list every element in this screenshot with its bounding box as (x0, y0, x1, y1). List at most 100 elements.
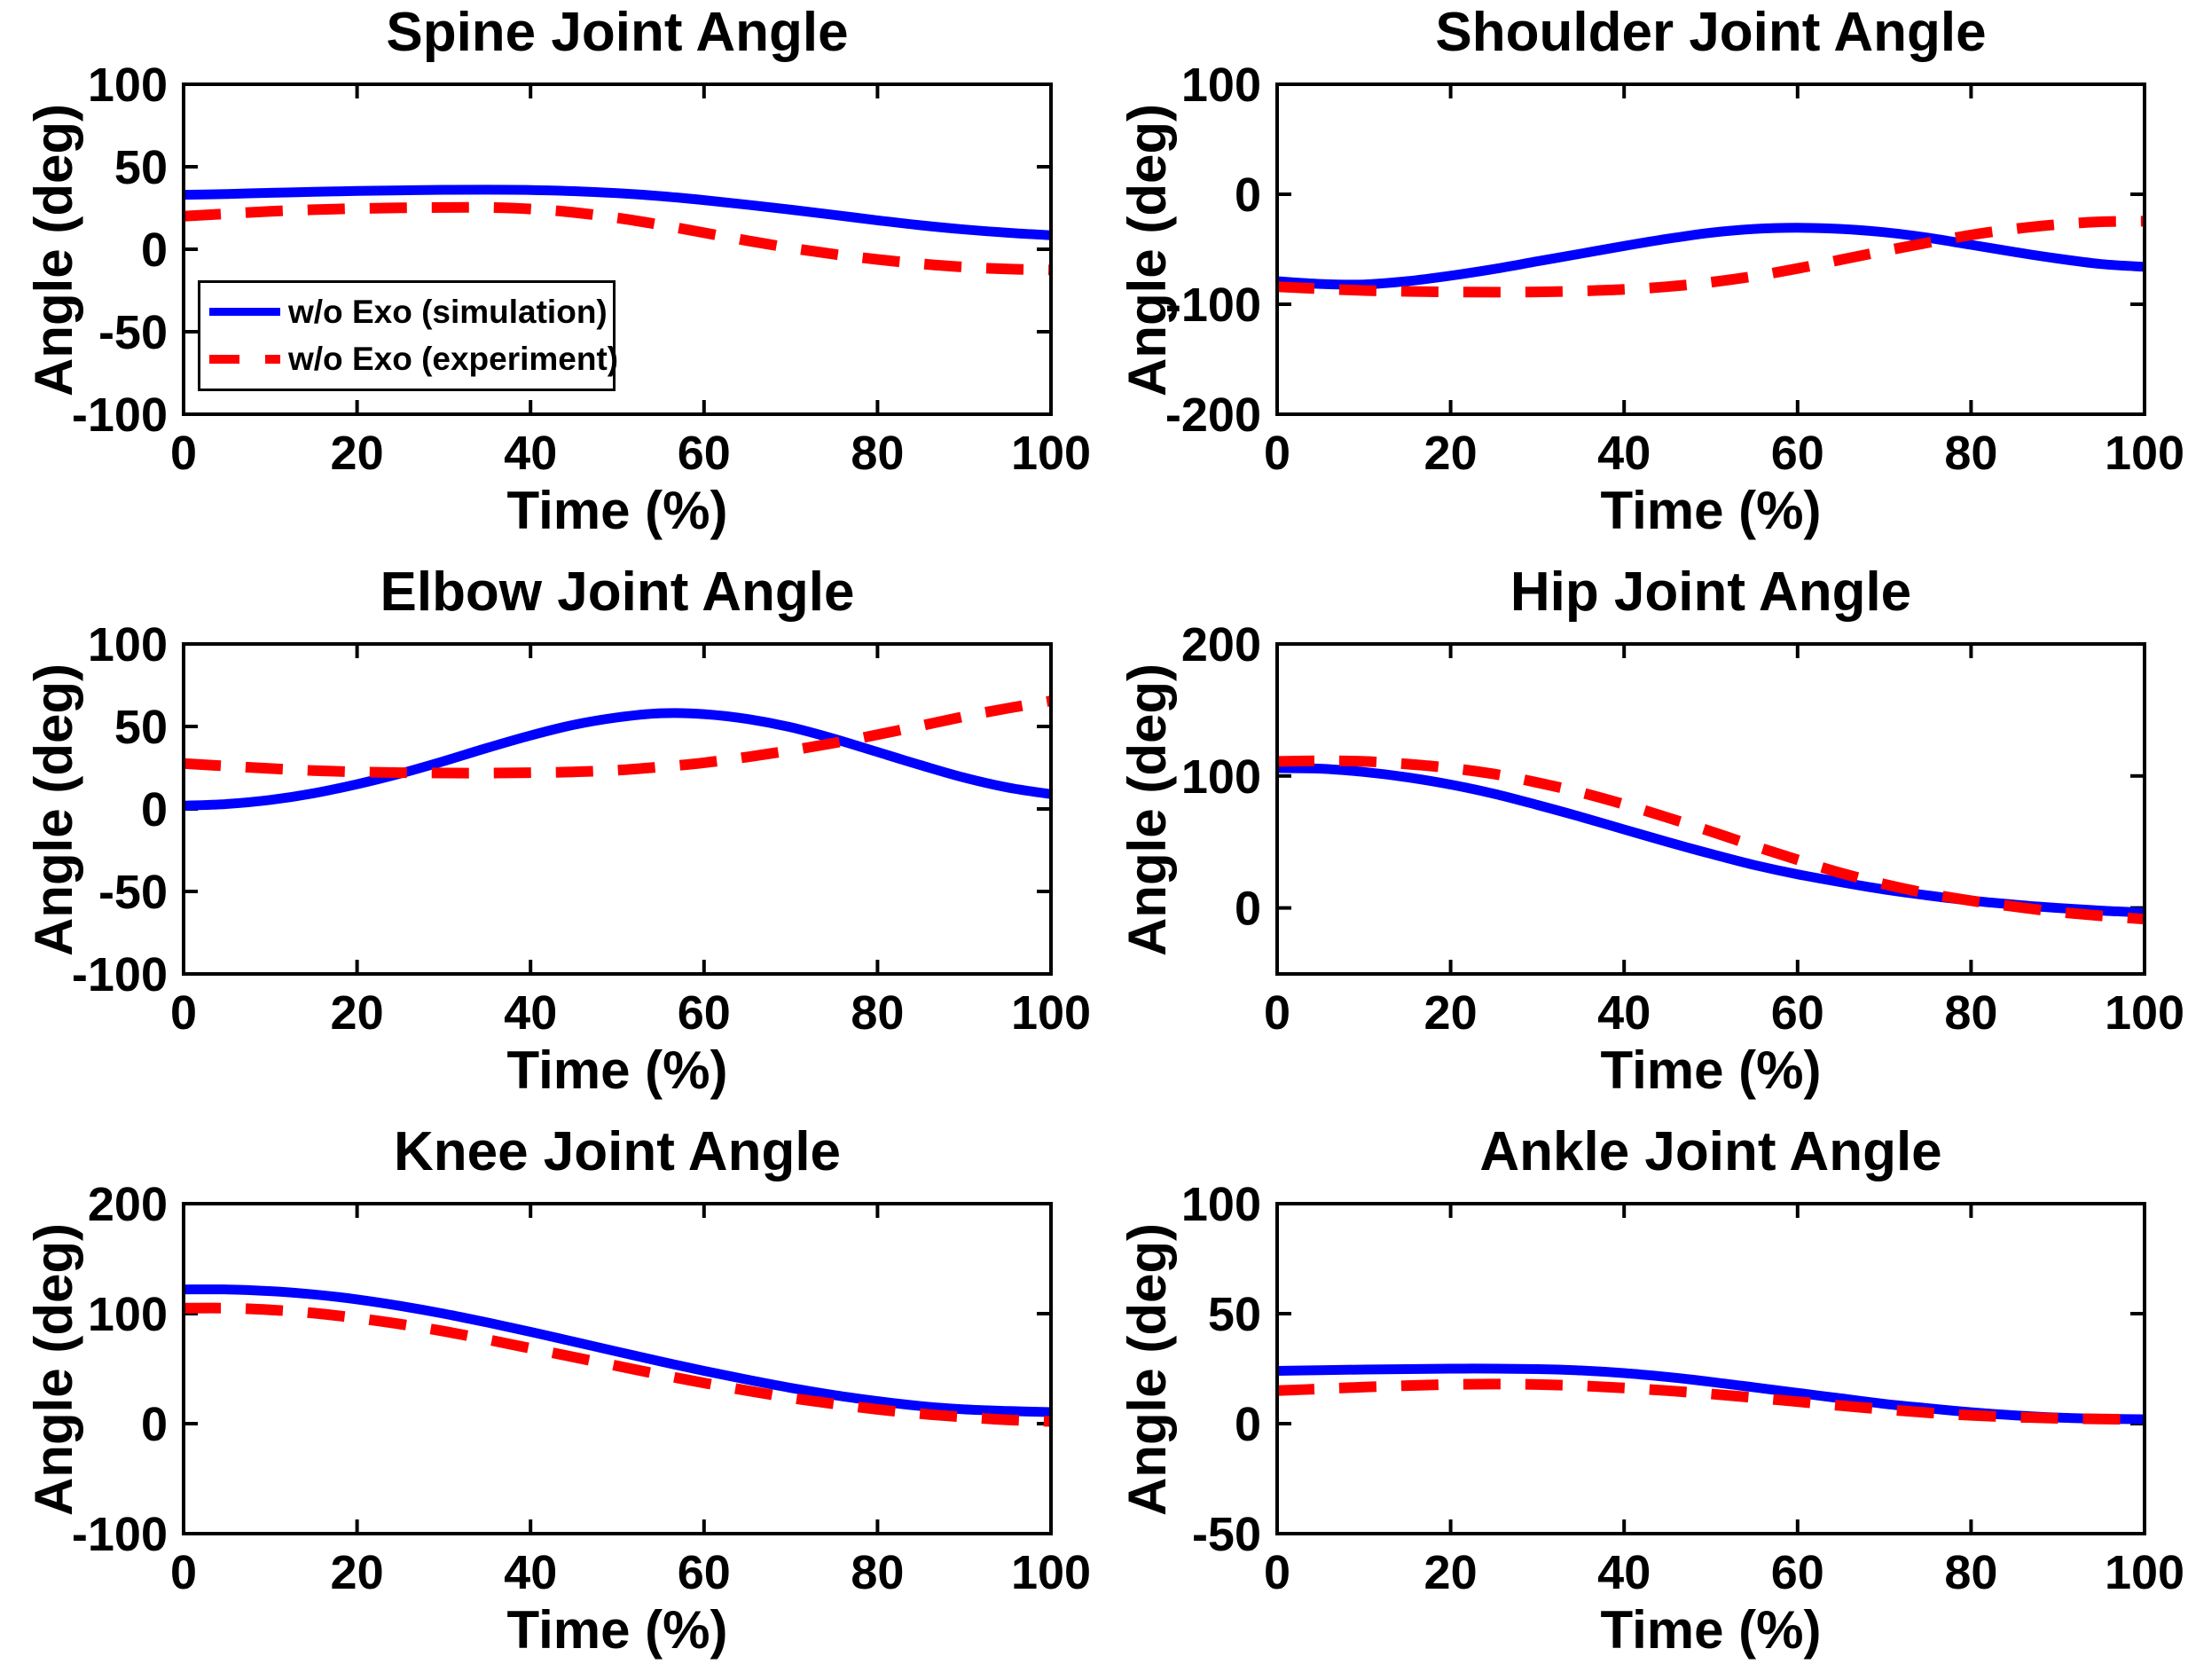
legend-entry-experiment: w/o Exo (experiment) (209, 341, 618, 378)
curve-experiment (1276, 216, 2145, 298)
y-tick-label: 50 (114, 701, 168, 754)
y-tick-label: 0 (1235, 883, 1261, 936)
x-tick-label: 20 (1424, 986, 1478, 1040)
y-tick-label: 100 (88, 1288, 168, 1341)
chart-title-ankle: Ankle Joint Angle (1479, 1121, 1942, 1182)
x-tick-label: 40 (504, 427, 557, 480)
curve-simulation (1276, 1363, 2145, 1425)
y-tick-label: 0 (141, 1398, 168, 1451)
x-tick-label: 60 (1771, 427, 1824, 480)
x-tick-label: 0 (170, 986, 197, 1040)
y-tick-label: -50 (98, 306, 168, 359)
x-tick-label: 80 (1944, 986, 1997, 1040)
chart-title-knee: Knee Joint Angle (393, 1121, 842, 1182)
axes-box (182, 642, 1053, 976)
curve-experiment (183, 1302, 1052, 1427)
x-tick-label: 20 (331, 1546, 384, 1599)
y-tick-label: -100 (72, 389, 168, 442)
axis-ticks: 0 20 40 60 80 100 -200 -100 0 100 (1165, 59, 2184, 480)
curve-simulation (183, 708, 1052, 811)
subplot-ankle: Ankle Joint Angle Angle (deg) 0 20 40 60 80 1… (1094, 1119, 2188, 1680)
data-series (183, 1284, 1052, 1427)
y-tick-label: 0 (1235, 169, 1261, 222)
x-axis-label-shoulder: Time (%) (1600, 481, 1822, 540)
curve-experiment (183, 201, 1052, 276)
legend: w/o Exo (simulation) w/o Exo (experiment… (198, 280, 618, 391)
x-tick-label: 0 (170, 1546, 197, 1599)
legend-label-experiment: w/o Exo (experiment) (288, 341, 619, 378)
curve-experiment (1276, 755, 2145, 925)
y-tick-label: 200 (1181, 618, 1261, 671)
curve-simulation (183, 184, 1052, 240)
axis-ticks: 0 20 40 60 80 100 -100 -50 0 50 100 (72, 618, 1091, 1040)
x-axis-label-hip: Time (%) (1600, 1040, 1822, 1100)
y-tick-label: -100 (1165, 279, 1261, 332)
legend-entry-simulation: w/o Exo (simulation) (209, 294, 613, 331)
x-tick-label: 100 (2105, 1546, 2184, 1599)
x-tick-label: 40 (504, 1546, 557, 1599)
x-tick-label: 40 (1597, 986, 1651, 1040)
x-tick-label: 100 (2105, 427, 2184, 480)
y-tick-label: 100 (88, 59, 168, 112)
curve-simulation (183, 1284, 1052, 1417)
plot-area-hip: 0 20 40 60 80 100 0 100 200 (1181, 618, 2184, 1040)
curve-experiment (1276, 1378, 2145, 1425)
y-tick-label: 200 (88, 1178, 168, 1231)
y-tick-label: 100 (1181, 750, 1261, 804)
x-tick-label: 100 (2105, 986, 2184, 1040)
x-tick-label: 0 (1264, 427, 1290, 480)
y-tick-label: -50 (98, 866, 168, 919)
x-tick-label: 40 (504, 986, 557, 1040)
x-axis-label-knee: Time (%) (506, 1600, 728, 1660)
y-tick-label: 100 (88, 618, 168, 671)
subplot-shoulder: Shoulder Joint Angle Angle (deg) 0 20 40 60… (1094, 0, 2188, 560)
legend-label-simulation: w/o Exo (simulation) (288, 293, 608, 330)
subplot-hip: Hip Joint Angle Angle (deg) 0 20 40 60 80 100… (1094, 560, 2188, 1119)
x-tick-label: 100 (1011, 986, 1091, 1040)
x-tick-label: 20 (331, 427, 384, 480)
x-tick-label: 0 (1264, 986, 1290, 1040)
x-tick-label: 60 (678, 427, 731, 480)
y-tick-label: 100 (1181, 59, 1261, 112)
data-series (183, 184, 1052, 276)
x-axis-label-elbow: Time (%) (506, 1040, 728, 1100)
axes-box (1275, 82, 2146, 416)
data-series (1276, 755, 2145, 925)
plot-area-elbow: 0 20 40 60 80 100 -100 -50 0 50 100 (72, 618, 1091, 1040)
x-tick-label: 0 (1264, 1546, 1290, 1599)
curve-simulation (1276, 763, 2145, 918)
x-tick-label: 60 (678, 986, 731, 1040)
axis-ticks: 0 20 40 60 80 100 -100 -50 0 50 100 (72, 59, 1091, 480)
chart-title-hip: Hip Joint Angle (1510, 561, 1912, 623)
curve-simulation (1276, 223, 2145, 290)
x-tick-label: 100 (1011, 1546, 1091, 1599)
y-tick-label: 0 (141, 783, 168, 836)
y-tick-label: -100 (72, 1508, 168, 1561)
y-tick-label: 50 (114, 141, 168, 194)
subplot-elbow: Elbow Joint Angle Angle (deg) 0 20 40 60 80 1… (0, 560, 1094, 1119)
x-tick-label: 20 (1424, 1546, 1478, 1599)
axes-box (1275, 642, 2146, 976)
chart-title-elbow: Elbow Joint Angle (380, 561, 855, 623)
x-axis-label-spine: Time (%) (506, 481, 728, 540)
x-tick-label: 20 (331, 986, 384, 1040)
chart-title-spine: Spine Joint Angle (386, 2, 849, 63)
legend-line-simulation-icon (209, 308, 280, 317)
x-tick-label: 80 (851, 427, 904, 480)
plot-area-shoulder: 0 20 40 60 80 100 -200 -100 0 100 (1165, 59, 2184, 480)
axes-box (182, 1202, 1053, 1535)
axes-box (1275, 1202, 2146, 1535)
x-tick-label: 0 (170, 427, 197, 480)
x-tick-label: 80 (1944, 1546, 1997, 1599)
x-tick-label: 40 (1597, 1546, 1651, 1599)
y-tick-label: 0 (141, 224, 168, 277)
x-tick-label: 100 (1011, 427, 1091, 480)
curve-experiment (183, 695, 1053, 779)
y-tick-label: 0 (1235, 1398, 1261, 1451)
y-tick-label: -200 (1165, 389, 1261, 442)
x-tick-label: 60 (1771, 986, 1824, 1040)
